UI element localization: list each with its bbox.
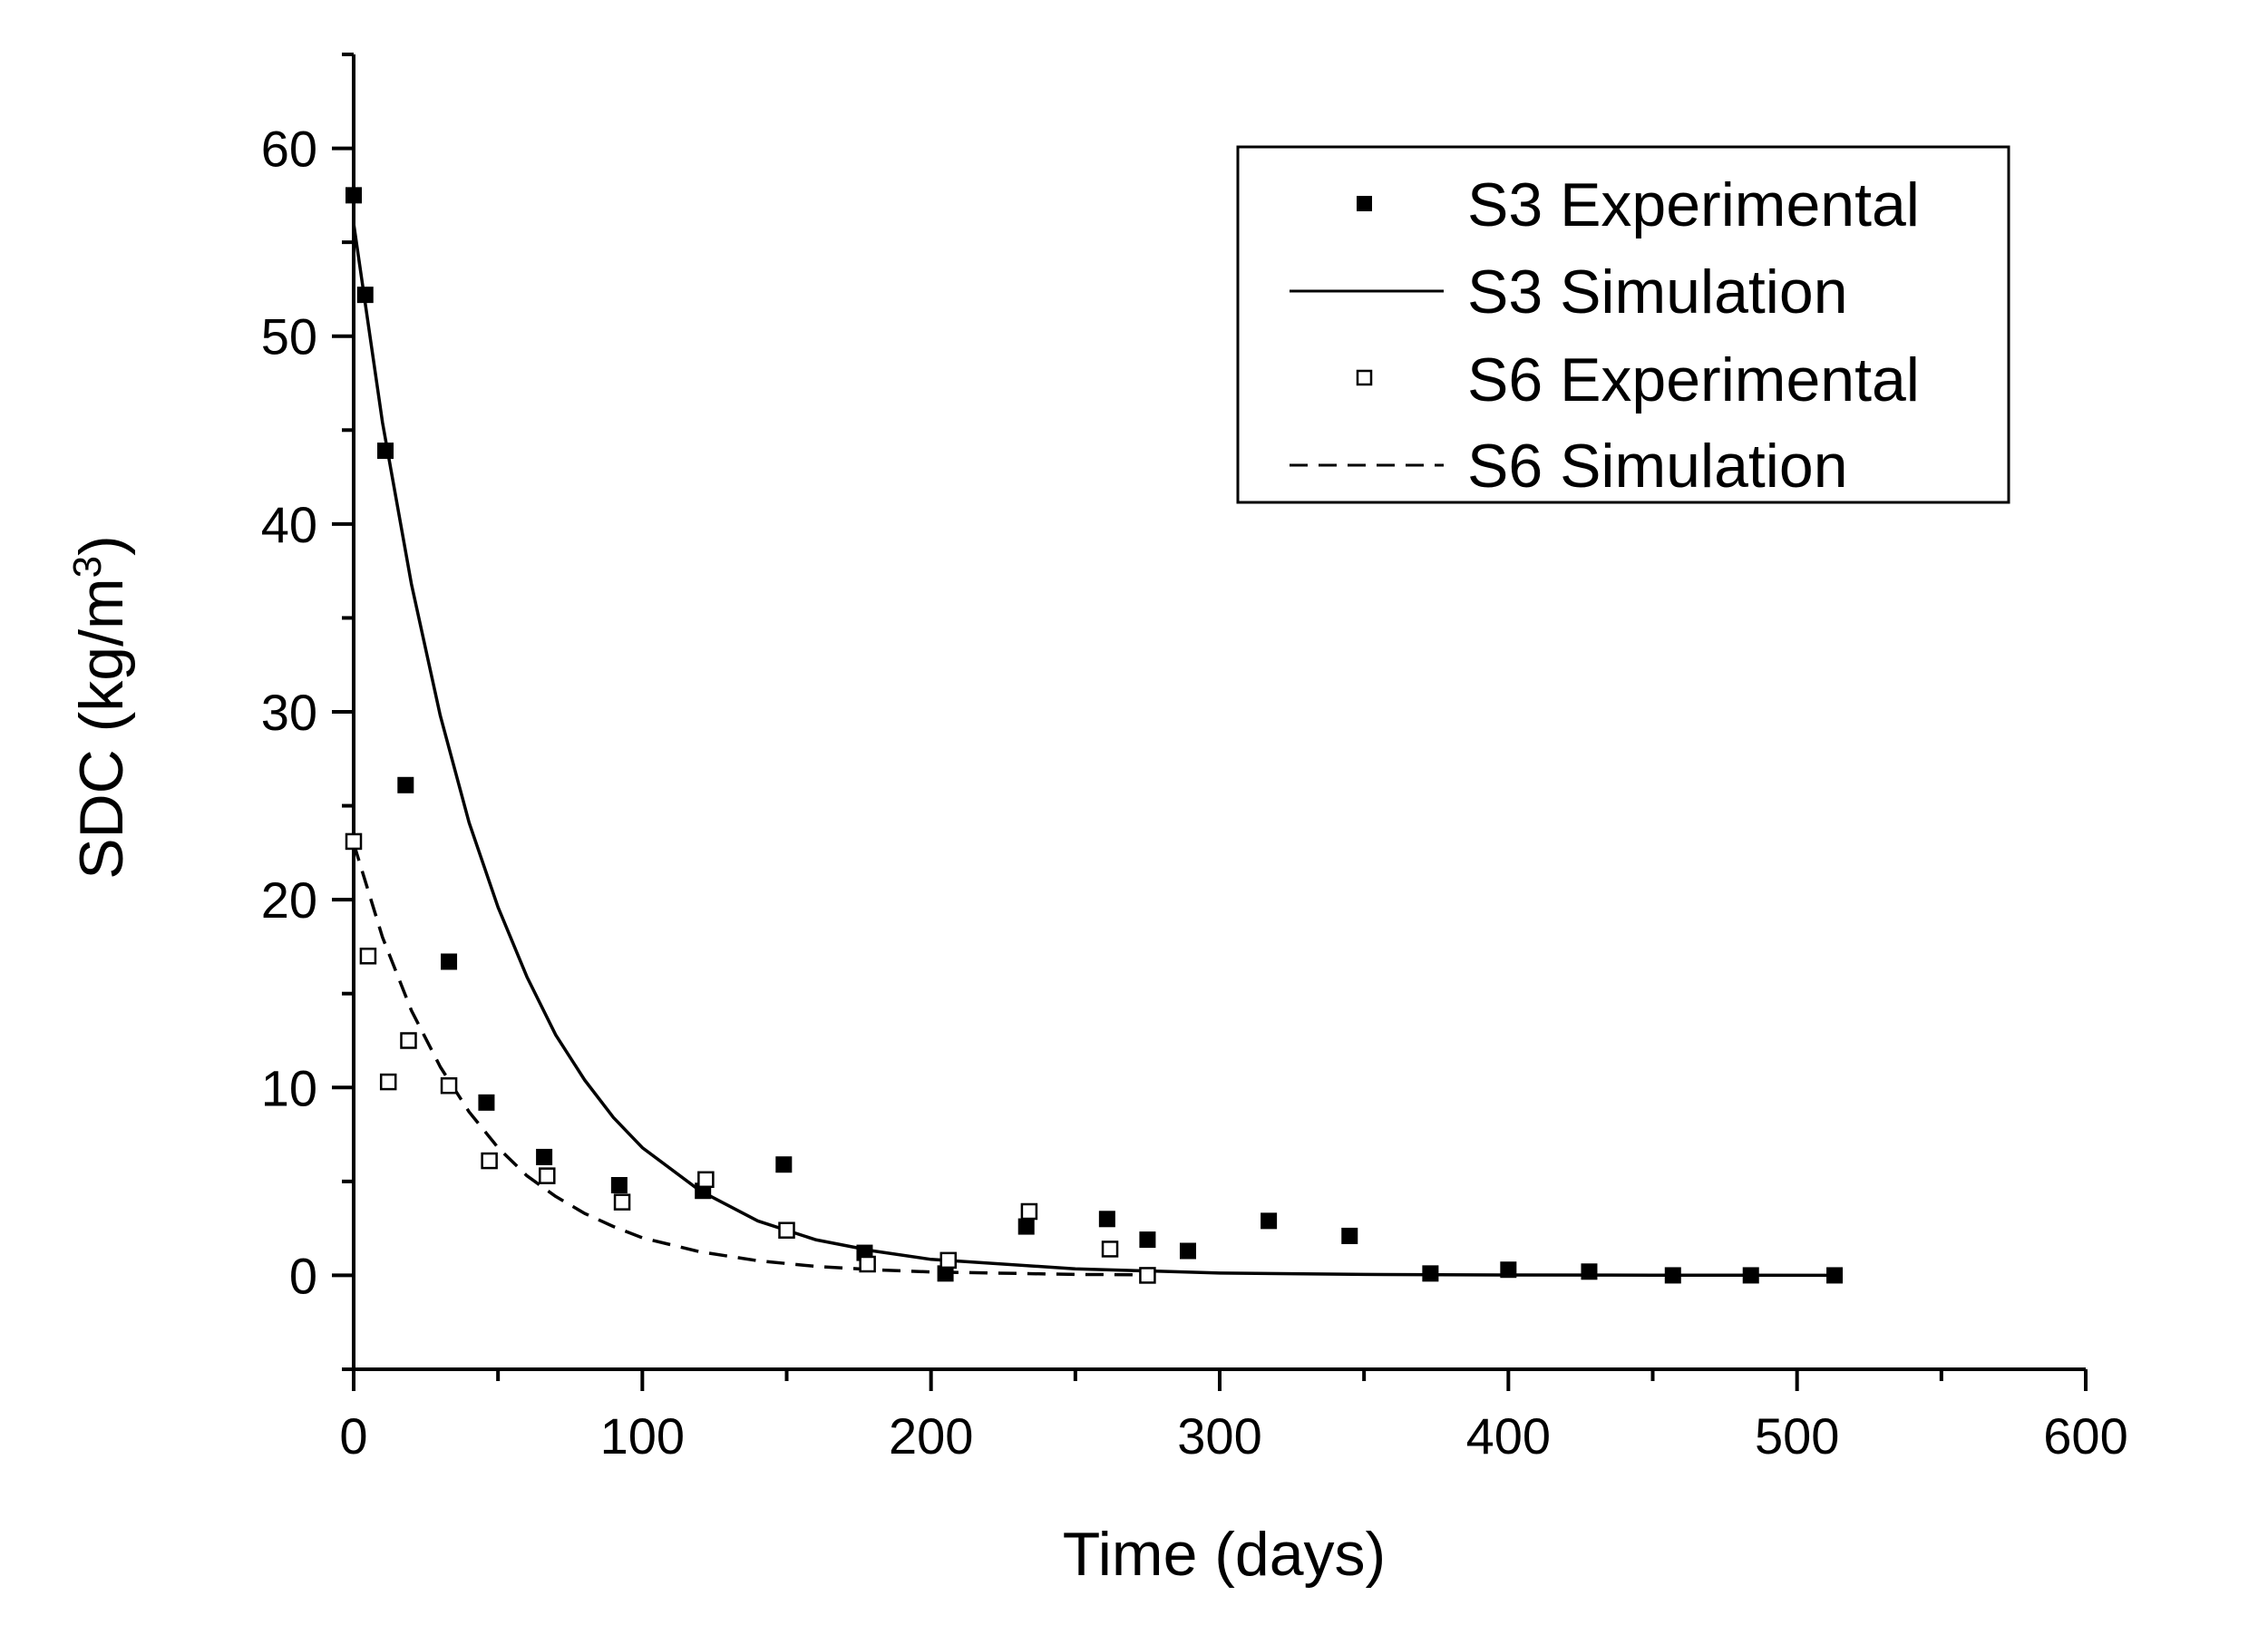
s6-experimental-point: [939, 1251, 958, 1270]
legend-s6-experimental-label: S6 Experimental: [1467, 345, 1920, 414]
s3-experimental-point: [1422, 1265, 1439, 1282]
s6-experimental-point: [1101, 1241, 1119, 1258]
s3-experimental-point: [377, 443, 394, 460]
y-tick-label: 60: [261, 121, 317, 178]
s3-simulation-line: [352, 223, 1835, 1278]
s6-experimental-point: [345, 832, 363, 851]
s6-experimental-point: [539, 1167, 556, 1184]
legend-s6-experimental-marker: [1356, 369, 1373, 386]
x-tick-label: 0: [339, 1407, 367, 1464]
s3-experimental-point: [1139, 1231, 1156, 1249]
s3-experimental-point: [1017, 1218, 1035, 1235]
s3-experimental-point: [441, 953, 458, 970]
s3-experimental-point: [478, 1094, 495, 1111]
s3-experimental-point: [397, 776, 414, 793]
s3-experimental-point: [1826, 1267, 1844, 1284]
s6-experimental-point: [440, 1076, 458, 1095]
s3-experimental-point: [775, 1156, 793, 1173]
y-axis-label-main: SDC (kg/m: [67, 578, 136, 879]
s3-experimental-point: [1664, 1267, 1681, 1284]
s6-experimental-point: [613, 1193, 631, 1211]
s6-experimental-point: [400, 1032, 417, 1049]
x-tick-label: 600: [2043, 1407, 2127, 1464]
s6-experimental-point: [778, 1221, 795, 1239]
x-tick-label: 200: [889, 1407, 973, 1464]
x-axis-label: Time (days): [1063, 1520, 1386, 1589]
y-axis-label-close: ): [67, 535, 136, 556]
s3-experimental-point: [937, 1265, 954, 1282]
x-tick-label: 300: [1177, 1407, 1261, 1464]
s6-experimental-point: [859, 1255, 876, 1273]
s3-experimental-point: [610, 1177, 628, 1193]
s6-experimental-point: [1020, 1202, 1038, 1221]
y-tick-label: 50: [261, 308, 317, 365]
s6-experimental-point: [379, 1073, 397, 1091]
y-axis-label-superscript: 3: [65, 556, 110, 578]
series: [345, 187, 1844, 1284]
s3-experimental-point: [536, 1148, 553, 1165]
y-axis-label: SDC (kg/m3): [65, 535, 137, 880]
s3-experimental-point: [1179, 1242, 1196, 1260]
s6-experimental-point: [697, 1171, 715, 1189]
s3-experimental-point: [1500, 1261, 1517, 1279]
x-tick-label: 100: [600, 1407, 685, 1464]
y-tick-label: 20: [261, 871, 317, 929]
ticks: 0 100 200 300 400 500 600 0 10 20 30 40 50 60: [261, 53, 2128, 1464]
legend: S3 Experimental S3 Simulation S6 Experim…: [1236, 145, 2010, 504]
x-tick-label: 400: [1466, 1407, 1551, 1464]
s6-experimental-point: [481, 1152, 498, 1170]
legend-s3-experimental-label: S3 Experimental: [1467, 170, 1920, 239]
y-tick-label: 0: [289, 1247, 317, 1304]
s6-simulation-line: [352, 842, 1148, 1277]
s3-experimental-point: [1742, 1267, 1759, 1284]
s3-experimental-point: [346, 187, 362, 204]
s3-experimental-point: [1261, 1212, 1278, 1230]
y-tick-label: 30: [261, 684, 317, 741]
legend-s3-experimental-marker: [1357, 196, 1372, 211]
s3-experimental-point: [1098, 1211, 1115, 1228]
s6-experimental-point: [359, 948, 377, 965]
s3-experimental-point: [356, 287, 374, 304]
y-tick-label: 40: [261, 496, 317, 553]
s6-experimental-point: [1139, 1267, 1156, 1284]
x-tick-label: 500: [1755, 1407, 1839, 1464]
legend-s3-simulation-label: S3 Simulation: [1467, 258, 1848, 326]
s3-experimental-point: [1341, 1227, 1358, 1244]
s3-experimental-point: [1581, 1263, 1598, 1280]
y-tick-label: 10: [261, 1059, 317, 1116]
legend-s6-simulation-label: S6 Simulation: [1467, 432, 1848, 501]
